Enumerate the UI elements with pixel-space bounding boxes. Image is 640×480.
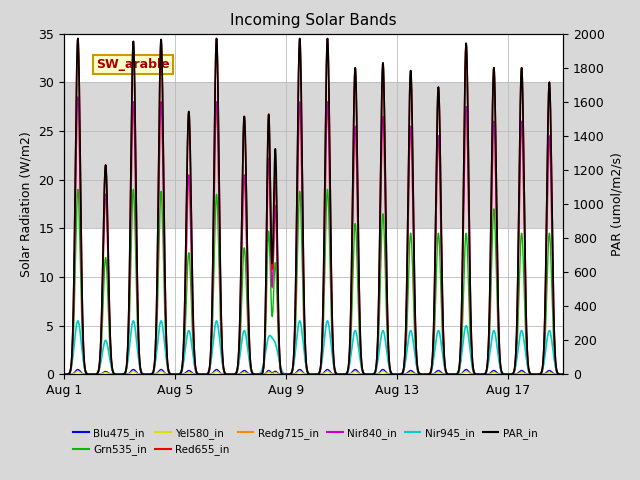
Bar [64, 82, 563, 228]
Text: SW_arable: SW_arable [97, 58, 170, 71]
Y-axis label: PAR (umol/m2/s): PAR (umol/m2/s) [611, 152, 623, 256]
Y-axis label: Solar Radiation (W/m2): Solar Radiation (W/m2) [20, 131, 33, 277]
Legend: Blu475_in, Grn535_in, Yel580_in, Red655_in, Redg715_in, Nir840_in, Nir945_in, PA: Blu475_in, Grn535_in, Yel580_in, Red655_… [69, 424, 541, 459]
Title: Incoming Solar Bands: Incoming Solar Bands [230, 13, 397, 28]
